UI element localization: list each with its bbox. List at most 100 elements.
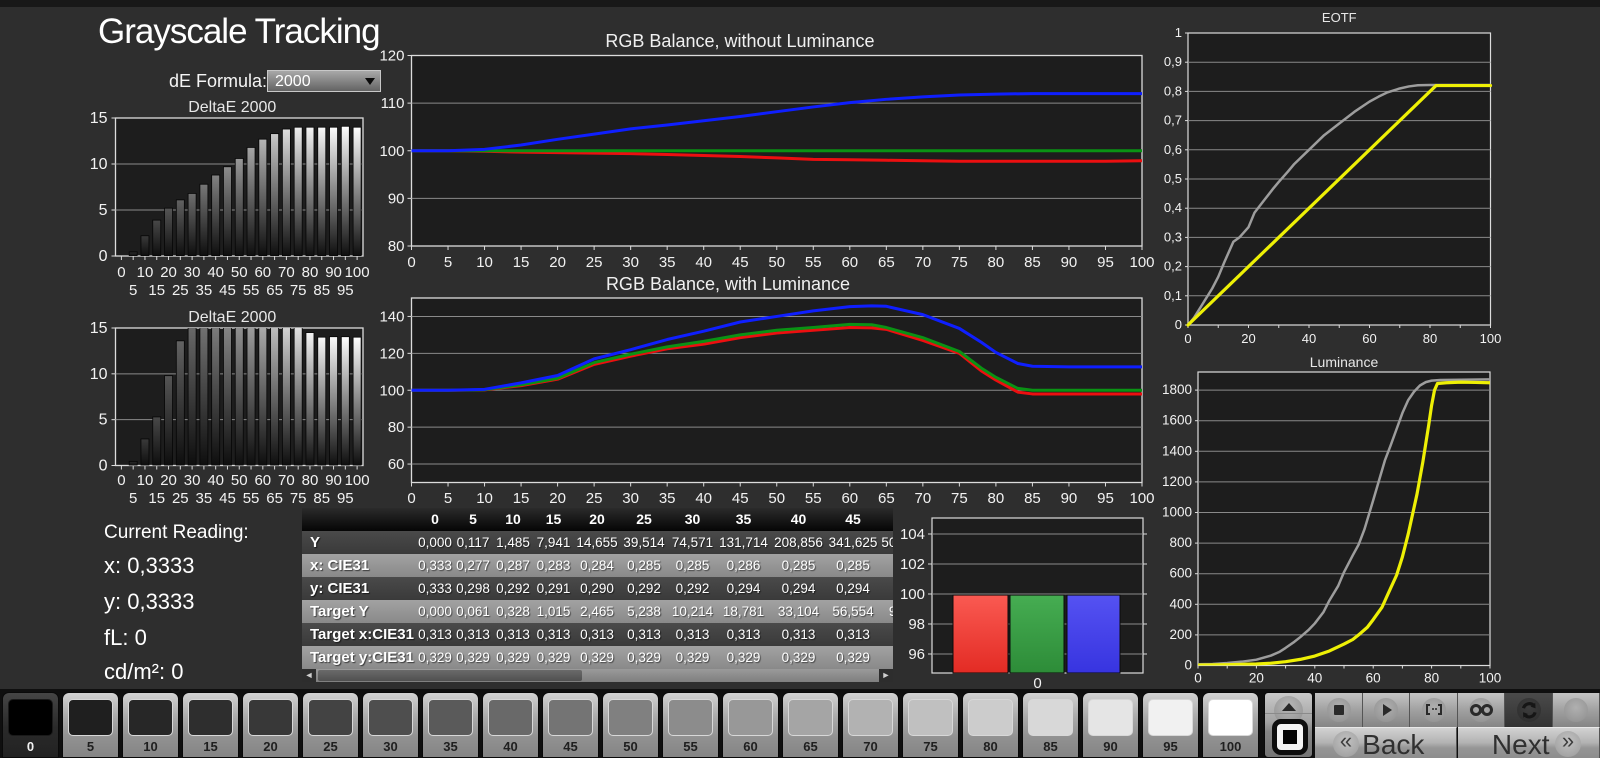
svg-text:85: 85 [1024,254,1041,271]
svg-text:120: 120 [379,48,404,65]
svg-text:0: 0 [1033,675,1041,692]
svg-text:95: 95 [337,282,354,299]
svg-text:Luminance: Luminance [1310,355,1379,370]
svg-text:50: 50 [231,472,248,489]
svg-text:90: 90 [325,472,342,489]
svg-text:30: 30 [184,264,201,281]
svg-text:400: 400 [1169,596,1192,611]
svg-text:60: 60 [1362,331,1376,346]
svg-text:1000: 1000 [1162,505,1192,520]
svg-text:20: 20 [1249,671,1264,686]
svg-text:90: 90 [325,264,342,281]
svg-text:80: 80 [302,472,319,489]
svg-text:0: 0 [407,254,415,271]
svg-text:90: 90 [1061,490,1078,507]
svg-text:80: 80 [1424,671,1439,686]
svg-text:EOTF: EOTF [1322,10,1357,25]
svg-text:15: 15 [90,320,108,337]
svg-text:120: 120 [379,345,404,362]
svg-text:65: 65 [878,490,895,507]
svg-text:90: 90 [388,190,405,207]
svg-text:1200: 1200 [1162,474,1192,489]
svg-text:5: 5 [444,490,452,507]
svg-text:0,8: 0,8 [1164,83,1182,98]
svg-text:45: 45 [219,282,236,299]
svg-text:0,3: 0,3 [1164,229,1182,244]
svg-text:35: 35 [196,282,213,299]
svg-text:75: 75 [951,490,968,507]
svg-text:100: 100 [379,382,404,399]
svg-text:25: 25 [586,254,603,271]
svg-text:0,5: 0,5 [1164,171,1182,186]
svg-text:0: 0 [99,458,108,475]
svg-text:55: 55 [243,282,260,299]
svg-text:35: 35 [659,254,676,271]
svg-text:15: 15 [513,490,530,507]
svg-text:110: 110 [381,95,405,112]
svg-text:0,2: 0,2 [1164,259,1182,274]
svg-text:20: 20 [549,490,566,507]
svg-text:80: 80 [988,490,1005,507]
svg-text:60: 60 [841,490,858,507]
svg-text:80: 80 [988,254,1005,271]
svg-text:30: 30 [184,472,201,489]
svg-text:100: 100 [345,472,370,489]
svg-text:10: 10 [476,254,493,271]
svg-text:75: 75 [290,282,307,299]
svg-text:75: 75 [951,254,968,271]
svg-text:70: 70 [915,490,932,507]
svg-text:0: 0 [407,490,415,507]
svg-text:50: 50 [768,490,785,507]
svg-text:40: 40 [1302,331,1316,346]
svg-text:25: 25 [172,490,189,507]
svg-text:1800: 1800 [1162,382,1192,397]
svg-text:75: 75 [290,490,307,507]
svg-text:20: 20 [549,254,566,271]
svg-text:140: 140 [379,308,404,325]
svg-text:85: 85 [1024,490,1041,507]
svg-text:40: 40 [1307,671,1322,686]
svg-text:55: 55 [805,254,822,271]
svg-text:0,7: 0,7 [1164,113,1182,128]
svg-text:80: 80 [1423,331,1437,346]
svg-text:80: 80 [388,419,405,436]
svg-text:0: 0 [117,472,125,489]
svg-text:95: 95 [1097,254,1114,271]
svg-text:70: 70 [278,264,295,281]
svg-text:0: 0 [1175,317,1182,332]
svg-text:5: 5 [444,254,452,271]
svg-text:20: 20 [1241,331,1255,346]
svg-text:100: 100 [1129,490,1154,507]
svg-text:1: 1 [1175,25,1182,40]
svg-text:100: 100 [1129,254,1154,271]
svg-text:70: 70 [278,472,295,489]
svg-text:60: 60 [254,264,271,281]
svg-text:5: 5 [129,282,137,299]
svg-text:10: 10 [137,472,154,489]
svg-text:20: 20 [160,472,177,489]
svg-text:0,1: 0,1 [1164,288,1182,303]
svg-text:90: 90 [1061,254,1078,271]
svg-text:10: 10 [137,264,154,281]
svg-text:10: 10 [476,490,493,507]
svg-text:40: 40 [207,264,224,281]
svg-text:25: 25 [172,282,189,299]
svg-text:96: 96 [908,646,925,663]
svg-text:40: 40 [695,490,712,507]
svg-text:65: 65 [266,490,283,507]
svg-text:5: 5 [99,202,108,219]
svg-text:20: 20 [160,264,177,281]
svg-text:55: 55 [805,490,822,507]
svg-text:5: 5 [99,412,108,429]
svg-text:25: 25 [586,490,603,507]
svg-text:100: 100 [1480,331,1502,346]
svg-text:15: 15 [148,490,165,507]
svg-text:100: 100 [900,586,925,603]
svg-text:0: 0 [117,264,125,281]
svg-text:5: 5 [129,490,137,507]
svg-text:45: 45 [732,490,749,507]
svg-text:65: 65 [878,254,895,271]
svg-text:30: 30 [622,490,639,507]
svg-text:104: 104 [900,526,925,543]
svg-text:35: 35 [196,490,213,507]
